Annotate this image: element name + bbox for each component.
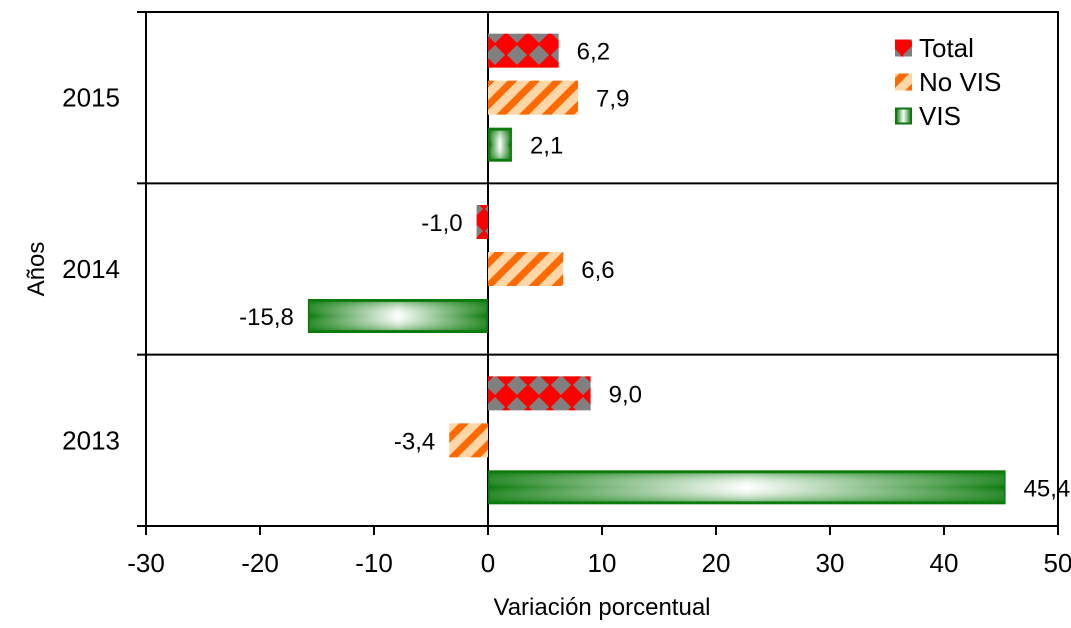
x-tick-label: 30: [816, 548, 845, 578]
x-tick-label: 0: [481, 548, 495, 578]
bar-vis-shade: [309, 300, 487, 332]
legend-label: VIS: [919, 101, 961, 131]
y-axis-title: Años: [23, 242, 50, 297]
data-label: 45,4: [1024, 475, 1071, 502]
legend-swatch-no-vis: [895, 73, 912, 91]
data-label: -1,0: [421, 210, 462, 237]
data-label: 6,6: [581, 257, 614, 284]
legend-swatch-vis: [895, 107, 912, 125]
x-tick-label: 50: [1044, 548, 1071, 578]
x-axis-title: Variación porcentual: [493, 594, 710, 621]
bar-no-vis: [488, 80, 579, 115]
legend-swatch-total: [895, 39, 912, 57]
x-tick-label: -20: [241, 548, 279, 578]
category-label: 2014: [62, 254, 120, 284]
legend-label: Total: [919, 33, 974, 63]
x-tick-label: 20: [702, 548, 731, 578]
data-label: -3,4: [394, 428, 435, 455]
bar-no-vis: [449, 423, 488, 458]
text-labels: -30 -20 -10 0 10 20 30 40 50 Variación porcentual…: [23, 39, 1071, 621]
x-tick-label: 40: [930, 548, 959, 578]
data-label: 6,2: [577, 39, 610, 66]
bar-vis-shade: [489, 471, 1005, 503]
category-label: 2015: [62, 83, 120, 113]
data-label: 2,1: [530, 133, 563, 160]
legend: Total No VIS VIS: [895, 33, 1001, 131]
legend-label: No VIS: [919, 67, 1001, 97]
category-label: 2013: [62, 425, 120, 455]
bar-total: [488, 376, 591, 411]
bar-total: [476, 205, 488, 239]
bar-vis-shade: [489, 129, 511, 161]
bar-no-vis: [488, 252, 564, 286]
x-tick-label: -30: [127, 548, 165, 578]
data-label: 7,9: [596, 86, 629, 113]
x-tick-label: 10: [588, 548, 617, 578]
x-tick-label: -10: [355, 548, 393, 578]
data-label: 9,0: [609, 381, 642, 408]
data-label: -15,8: [239, 304, 294, 331]
bar-total: [488, 33, 559, 68]
bar-marks: [307, 33, 1006, 505]
